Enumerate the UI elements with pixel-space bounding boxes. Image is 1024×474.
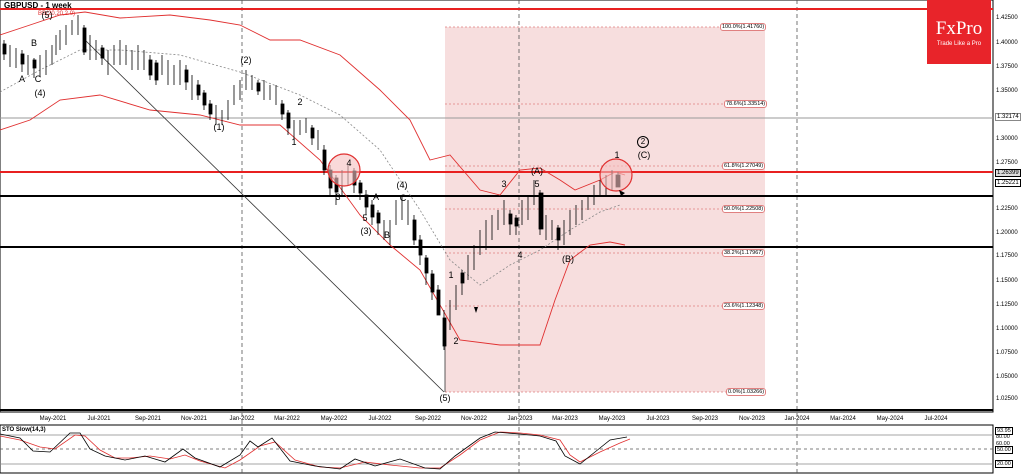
fib-label-0: 0.0%(1.03266): [726, 388, 767, 396]
year-separators: [241, 0, 798, 473]
sto-level: 80.00: [996, 434, 1010, 440]
wave-4-highlight-circle: [327, 153, 361, 187]
wave-label: (5): [439, 393, 451, 403]
price-marker-current: 1.26399: [995, 169, 1021, 177]
y-tick: 1.35000: [996, 88, 1018, 94]
wave-label: A: [372, 192, 380, 202]
x-tick: Mar-2022: [274, 416, 300, 422]
x-tick: Nov-2022: [460, 416, 488, 422]
wave-label: B: [383, 230, 391, 240]
y-tick: 1.15000: [996, 278, 1018, 284]
wave-label: 5: [362, 213, 368, 223]
wave-label: 2: [297, 97, 303, 107]
trend-line: [84, 39, 445, 393]
fibonacci-zone: [445, 27, 765, 392]
y-tick: 1.12500: [996, 302, 1018, 308]
y-tick: 1.27500: [996, 160, 1018, 166]
wave-label: (4): [34, 88, 46, 98]
target-highlight-circle: [599, 158, 633, 192]
x-tick: Jan-2024: [784, 416, 810, 422]
y-tick: 1.37500: [996, 64, 1018, 70]
wave-label: 3: [335, 192, 341, 202]
down-arrow-icon-2: [474, 307, 478, 313]
wave-label: (C): [637, 150, 651, 160]
wave-label: (5): [41, 10, 53, 20]
x-tick: Nov-2023: [738, 416, 766, 422]
y-tick: 1.07500: [996, 350, 1018, 356]
sto-title: STO Slow(14,3): [2, 427, 46, 433]
fib-label-100: 100.0%(1.41760): [720, 23, 767, 31]
sto-levels: [0, 434, 993, 465]
wave-label: (B): [562, 254, 574, 264]
y-tick: 1.22500: [996, 206, 1018, 212]
fib-label-50: 50.0%(1.22508): [722, 205, 766, 213]
logo-tagline: Trade Like a Pro: [936, 41, 982, 47]
down-arrow-icon: [619, 190, 625, 196]
x-tick: Sep-2021: [134, 416, 162, 422]
wave-label: (1): [213, 122, 225, 132]
x-tick: Mar-2023: [552, 416, 578, 422]
wave-label: (3): [360, 226, 372, 236]
x-tick: May-2021: [39, 416, 67, 422]
y-tick: 1.42500: [996, 15, 1018, 21]
x-tick: Nov-2021: [180, 416, 208, 422]
y-tick: 1.40000: [996, 40, 1018, 46]
bb-upper: [0, 11, 626, 196]
fib-lines: [445, 26, 765, 393]
sto-level: 60.00: [996, 441, 1010, 447]
x-tick: Jan-2023: [507, 416, 533, 422]
wave-label: 5: [534, 179, 540, 189]
y-tick: 1.02500: [996, 396, 1018, 402]
x-tick: May-2022: [320, 416, 348, 422]
x-tick: Jan-2022: [229, 416, 255, 422]
x-tick: Jul-2023: [646, 416, 670, 422]
wave-label: 4: [346, 158, 352, 168]
sto-d-line: [0, 431, 631, 469]
wave-label: 2: [453, 336, 459, 346]
price-marker-2: 1.25221: [995, 179, 1021, 187]
wave-label-circled: 2: [637, 136, 649, 148]
x-tick: Sep-2022: [414, 416, 442, 422]
wave-label: (2): [240, 55, 252, 65]
fib-label-61: 61.8%(1.27049): [722, 162, 766, 170]
bb-middle: [0, 49, 621, 286]
sto-k-line: [0, 431, 628, 470]
x-tick: Sep-2023: [691, 416, 719, 422]
y-tick: 1.10000: [996, 326, 1018, 332]
wave-label: B: [30, 38, 38, 48]
y-tick: 1.20000: [996, 230, 1018, 236]
wave-label: A: [18, 74, 26, 84]
logo-brand: FxPro: [935, 18, 983, 39]
x-tick: May-2024: [876, 416, 904, 422]
fib-label-78: 78.6%(1.33514): [724, 100, 768, 108]
x-tick: May-2023: [598, 416, 626, 422]
x-tick: Jul-2022: [368, 416, 392, 422]
x-tick: Mar-2024: [830, 416, 856, 422]
wave-label: C: [399, 193, 407, 203]
fxpro-logo: FxPro Trade Like a Pro: [927, 0, 991, 64]
wave-label: (4): [396, 180, 408, 190]
y-tick: 1.17500: [996, 253, 1018, 259]
wave-label: 1: [291, 137, 297, 147]
sto-level: 50.00: [995, 446, 1013, 454]
chart-title: GBPUSD - 1 week: [4, 1, 72, 10]
wave-label: 1: [614, 150, 620, 160]
x-tick: Jul-2021: [87, 416, 111, 422]
wave-label: 3: [501, 179, 507, 189]
price-marker-gray: 1.32174: [995, 113, 1021, 121]
x-tick: Jul-2024: [924, 416, 948, 422]
y-tick: 1.05000: [996, 374, 1018, 380]
wave-label: (A): [531, 166, 543, 176]
wave-label: C: [34, 74, 42, 84]
sto-level: 20.00: [995, 460, 1013, 468]
wave-label: 1: [448, 270, 454, 280]
fib-label-38: 38.2%(1.17967): [722, 249, 766, 257]
bb-indicator-label: BB(20,20,2.0): [38, 11, 76, 17]
fib-label-23: 23.6%(1.12348): [722, 302, 766, 310]
y-tick: 1.30000: [996, 136, 1018, 142]
sto-value: 93.95: [995, 427, 1013, 435]
wave-label: 4: [517, 250, 523, 260]
